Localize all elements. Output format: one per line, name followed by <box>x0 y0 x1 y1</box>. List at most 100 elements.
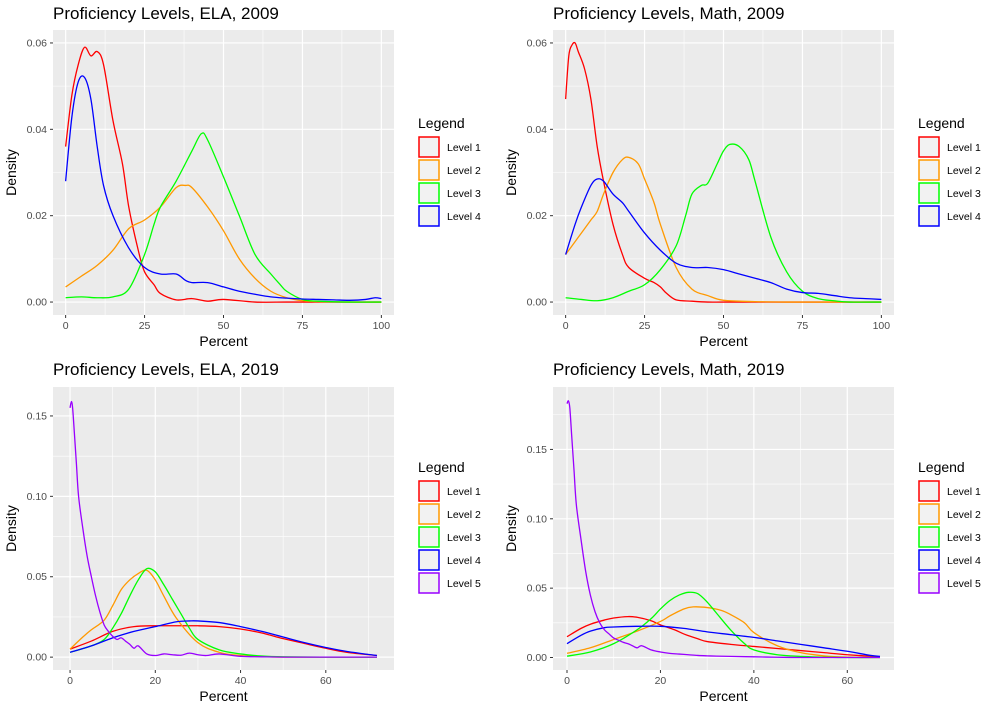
legend-label: Level 1 <box>947 486 981 498</box>
series-line-level-4 <box>565 178 882 301</box>
legend-label: Level 2 <box>447 165 481 177</box>
series-line-level-4 <box>69 620 378 657</box>
legend-key-level-3 <box>418 526 440 548</box>
legend-key-level-1 <box>918 480 940 502</box>
legend-key-level-2 <box>418 159 440 181</box>
series-line-level-1 <box>69 625 378 657</box>
x-tick-label: 25 <box>139 320 151 332</box>
y-tick-label: 0.06 <box>27 37 48 49</box>
series-line-level-3 <box>566 591 880 659</box>
series-line-level-2 <box>565 156 882 303</box>
legend-label: Level 1 <box>447 142 481 154</box>
chart-panel-4: Proficiency Levels, Math, 2019 0 20 40 60 0.0… <box>503 360 981 704</box>
legend-label: Level 2 <box>447 509 481 521</box>
legend-key-level-4 <box>918 205 940 227</box>
series-line-level-2 <box>65 184 382 303</box>
x-tick-label: 25 <box>639 320 651 332</box>
legend-label: Level 4 <box>947 211 981 223</box>
legend-label: Level 3 <box>947 188 981 200</box>
series-line-level-3 <box>69 567 377 658</box>
legend-label: Level 5 <box>947 578 981 590</box>
y-tick-label: 0.15 <box>527 444 548 456</box>
x-tick-label: 20 <box>655 675 667 687</box>
chart-title: Proficiency Levels, ELA, 2009 <box>53 4 279 23</box>
legend-key-level-5 <box>918 572 940 594</box>
y-tick-label: 0.00 <box>527 652 548 664</box>
x-tick-label: 100 <box>373 320 391 332</box>
legend-title: Legend <box>418 115 465 131</box>
series-line-level-2 <box>566 606 880 659</box>
legend-key-level-2 <box>918 503 940 525</box>
x-tick-label: 0 <box>67 675 73 687</box>
y-tick-label: 0.02 <box>27 210 48 222</box>
y-tick-label: 0.00 <box>27 652 48 664</box>
x-axis-label: Percent <box>699 688 747 704</box>
x-tick-label: 0 <box>563 320 569 332</box>
y-axis-label: Density <box>3 505 19 552</box>
legend-label: Level 4 <box>947 555 981 567</box>
legend-title: Legend <box>918 459 965 475</box>
legend-key-level-1 <box>918 136 940 158</box>
legend-label: Level 5 <box>447 578 481 590</box>
legend-label: Level 2 <box>947 165 981 177</box>
y-axis-label: Density <box>503 505 519 552</box>
y-axis-label: Density <box>503 149 519 196</box>
legend-key-level-1 <box>418 480 440 502</box>
series-line-level-5 <box>566 400 880 659</box>
legend-label: Level 4 <box>447 555 481 567</box>
x-axis-label: Percent <box>699 333 747 349</box>
legend-key-level-1 <box>418 136 440 158</box>
x-tick-label: 0 <box>63 320 69 332</box>
chart-panel-1: Proficiency Levels, ELA, 2009 0 25 50 75 100 0… <box>3 4 481 349</box>
series-line-level-3 <box>565 143 882 303</box>
y-axis-label: Density <box>3 149 19 196</box>
series-line-level-4 <box>566 625 881 658</box>
series-line-level-3 <box>65 132 382 303</box>
chart-title: Proficiency Levels, Math, 2019 <box>553 360 785 379</box>
legend-key-level-4 <box>918 549 940 571</box>
y-tick-label: 0.10 <box>527 513 548 525</box>
legend-label: Level 4 <box>447 211 481 223</box>
series-line-level-1 <box>64 46 382 303</box>
legend-label: Level 3 <box>447 532 481 544</box>
legend-label: Level 3 <box>447 188 481 200</box>
legend-label: Level 1 <box>447 486 481 498</box>
x-tick-label: 60 <box>320 675 332 687</box>
x-tick-label: 50 <box>218 320 230 332</box>
series-line-level-4 <box>64 75 382 301</box>
y-tick-label: 0.00 <box>27 297 48 309</box>
x-tick-label: 0 <box>564 675 570 687</box>
y-tick-label: 0.00 <box>527 297 548 309</box>
y-tick-label: 0.05 <box>27 571 48 583</box>
x-tick-label: 60 <box>841 675 853 687</box>
series-line-level-1 <box>566 615 881 658</box>
legend-title: Legend <box>918 115 965 131</box>
legend-key-level-4 <box>418 549 440 571</box>
x-tick-label: 100 <box>873 320 891 332</box>
legend-key-level-2 <box>918 159 940 181</box>
x-axis-label: Percent <box>199 688 247 704</box>
y-tick-label: 0.06 <box>527 37 548 49</box>
y-tick-label: 0.10 <box>27 491 48 503</box>
y-tick-label: 0.02 <box>527 210 548 222</box>
series-line-level-5 <box>69 400 377 658</box>
y-tick-label: 0.05 <box>527 583 548 595</box>
x-tick-label: 20 <box>149 675 161 687</box>
legend-title: Legend <box>418 459 465 475</box>
x-tick-label: 40 <box>235 675 247 687</box>
x-tick-label: 75 <box>297 320 309 332</box>
y-tick-label: 0.04 <box>527 124 548 136</box>
x-tick-label: 75 <box>797 320 809 332</box>
legend-key-level-3 <box>918 526 940 548</box>
chart-panel-2: Proficiency Levels, Math, 2009 0 25 50 75 100… <box>503 4 981 349</box>
chart-title: Proficiency Levels, ELA, 2019 <box>53 360 279 379</box>
x-tick-label: 40 <box>748 675 760 687</box>
chart-title: Proficiency Levels, Math, 2009 <box>553 4 785 23</box>
y-tick-label: 0.04 <box>27 124 48 136</box>
legend-label: Level 3 <box>947 532 981 544</box>
y-tick-label: 0.15 <box>27 410 48 422</box>
x-tick-label: 50 <box>718 320 730 332</box>
legend-label: Level 2 <box>947 509 981 521</box>
legend-key-level-3 <box>418 182 440 204</box>
